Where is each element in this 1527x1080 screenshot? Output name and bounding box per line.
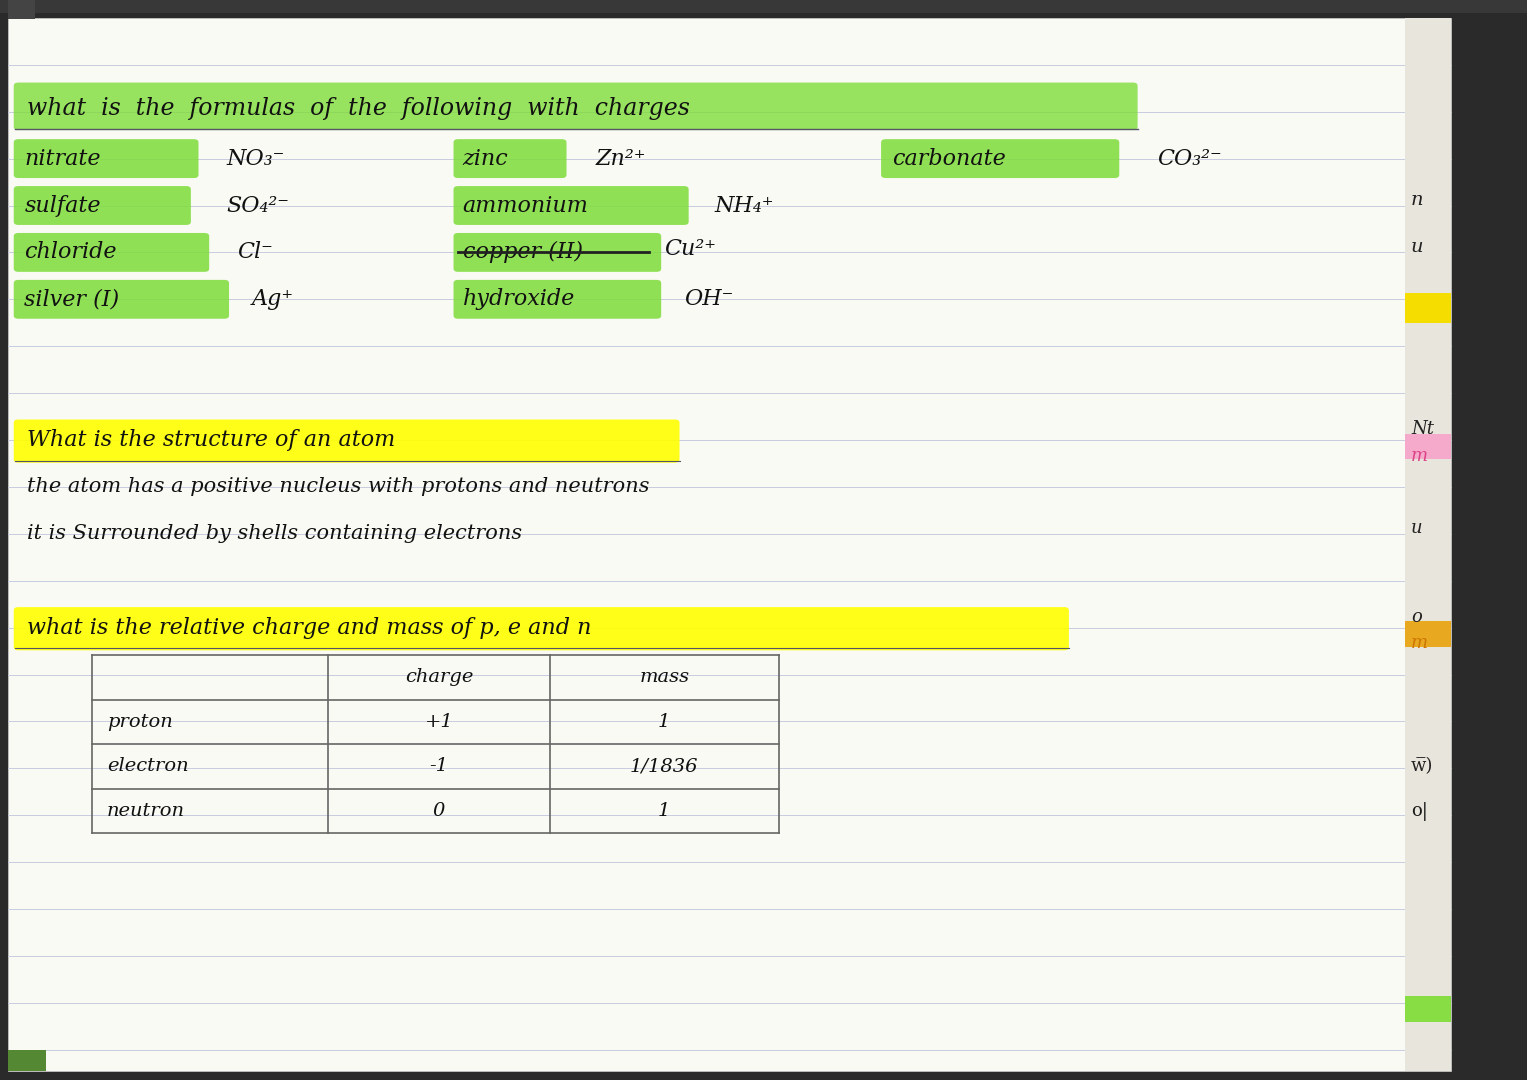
Bar (1405, 18, 1451, 1071)
Text: charge: charge (405, 669, 473, 687)
Text: CO₃²⁻: CO₃²⁻ (1157, 148, 1222, 170)
Text: what  is  the  formulas  of  the  following  with  charges: what is the formulas of the following wi… (27, 97, 690, 120)
Text: SO₄²⁻: SO₄²⁻ (226, 194, 289, 216)
FancyBboxPatch shape (454, 186, 689, 225)
Text: m: m (1411, 634, 1428, 651)
Text: Zn²⁺: Zn²⁺ (596, 148, 646, 170)
Text: o|: o| (1411, 801, 1428, 821)
Text: silver (I): silver (I) (24, 288, 119, 310)
Text: u: u (1411, 238, 1423, 256)
Text: the atom has a positive nucleus with protons and neutrons: the atom has a positive nucleus with pro… (27, 477, 651, 497)
Text: Nt: Nt (1411, 420, 1434, 438)
Text: Cu²⁺: Cu²⁺ (664, 239, 716, 260)
Text: +1: +1 (425, 713, 454, 731)
Text: 1/1836: 1/1836 (631, 757, 698, 775)
Text: NO₃⁻: NO₃⁻ (226, 148, 284, 170)
Text: Ag⁺: Ag⁺ (252, 288, 295, 310)
Text: copper (II): copper (II) (463, 241, 583, 264)
FancyBboxPatch shape (454, 139, 567, 178)
Text: m: m (1411, 447, 1428, 465)
Text: nitrate: nitrate (24, 148, 101, 170)
FancyBboxPatch shape (14, 607, 1069, 650)
Text: w̅): w̅) (1411, 757, 1434, 775)
Text: u: u (1411, 519, 1423, 538)
Text: sulfate: sulfate (24, 194, 101, 216)
FancyBboxPatch shape (14, 419, 680, 462)
Text: OH⁻: OH⁻ (684, 288, 733, 310)
Text: it is Surrounded by shells containing electrons: it is Surrounded by shells containing el… (27, 524, 522, 543)
Bar (1405, 997, 1451, 1023)
Text: proton: proton (107, 713, 173, 731)
Bar (1405, 621, 1451, 647)
Text: carbonate: carbonate (892, 148, 1005, 170)
Text: hydroxide: hydroxide (463, 288, 576, 310)
FancyBboxPatch shape (454, 280, 661, 319)
Text: 0: 0 (432, 802, 446, 820)
Text: what is the relative charge and mass of p, e and n: what is the relative charge and mass of … (27, 617, 592, 638)
FancyBboxPatch shape (14, 82, 1138, 130)
Text: electron: electron (107, 757, 188, 775)
FancyBboxPatch shape (881, 139, 1119, 178)
FancyBboxPatch shape (14, 280, 229, 319)
Text: zinc: zinc (463, 148, 508, 170)
Text: ammonium: ammonium (463, 194, 588, 216)
Text: What is the structure of an atom: What is the structure of an atom (27, 429, 395, 451)
Text: n: n (1411, 191, 1423, 210)
FancyBboxPatch shape (14, 186, 191, 225)
Text: o: o (1411, 608, 1422, 625)
Text: 1: 1 (658, 713, 670, 731)
Text: neutron: neutron (107, 802, 185, 820)
Text: Cl⁻: Cl⁻ (237, 242, 272, 264)
Bar (8, 0, 35, 19)
Bar (1405, 433, 1451, 459)
Bar (8, 1050, 46, 1071)
Text: NH₄⁺: NH₄⁺ (715, 194, 774, 216)
Bar (1405, 293, 1451, 323)
FancyBboxPatch shape (14, 233, 209, 272)
Text: mass: mass (640, 669, 689, 687)
FancyBboxPatch shape (454, 233, 661, 272)
Text: chloride: chloride (24, 242, 118, 264)
Text: 1: 1 (658, 802, 670, 820)
Text: -1: -1 (429, 757, 449, 775)
FancyBboxPatch shape (14, 139, 199, 178)
Bar (0, 0, 1527, 13)
